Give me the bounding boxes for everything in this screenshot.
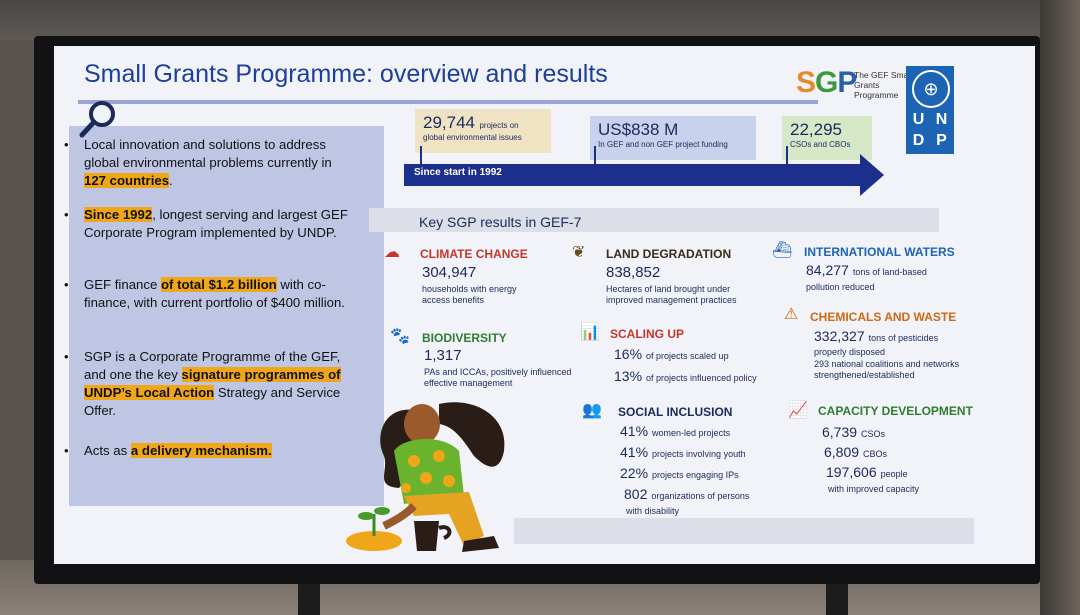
timeline-tick: [786, 146, 788, 168]
biodiversity-title: BIODIVERSITY: [422, 331, 507, 345]
bullet-item: • Acts as a delivery mechanism.: [64, 443, 272, 458]
capacity-development-row: 197,606 people: [826, 464, 908, 480]
stat-projects: 29,744 projects on global environmental …: [415, 109, 551, 153]
timeline-arrow-head: [860, 154, 884, 196]
climate-change-title: CLIMATE CHANGE: [420, 247, 528, 261]
bullet-item: • Local innovation and solutions to addre…: [64, 137, 332, 188]
sgp-logo: SGP: [796, 66, 857, 99]
capacity-development-row: 6,739 CSOs: [822, 424, 886, 440]
stat-csos: 22,295 CSOs and CBOs: [782, 116, 872, 160]
biodiversity-desc: PAs and ICCAs, positively influenced eff…: [424, 367, 572, 388]
bullet-item: • SGP is a Corporate Programme of the GEF…: [64, 349, 341, 418]
background-right: [1040, 0, 1080, 615]
stat-funding: US$838 M In GEF and non GEF project fund…: [590, 116, 756, 160]
social-inclusion-row: 22% projects engaging IPs: [620, 465, 739, 481]
social-inclusion-row: 41% projects involving youth: [620, 444, 746, 460]
presentation-slide: Small Grants Programme: overview and res…: [54, 46, 1035, 564]
scaling-up-row: 13% of projects influenced policy: [614, 368, 757, 384]
timeline-arrow: [404, 164, 862, 186]
cloud-lightning-icon: ☁: [384, 244, 400, 261]
ship-icon: ⛴: [772, 242, 793, 259]
scaling-up-title: SCALING UP: [610, 327, 685, 341]
climate-change-value: 304,947: [422, 264, 477, 281]
people-icon: 👥: [582, 402, 602, 419]
plant-hand-icon: ❦: [572, 244, 586, 261]
paw-icon: 🐾: [390, 328, 410, 345]
overview-panel: [69, 126, 384, 506]
magnifier-icon: [79, 101, 115, 138]
scaling-up-row: 16% of projects scaled up: [614, 346, 729, 362]
sgp-subtitle: The GEF Small Grants Programme: [854, 70, 913, 100]
international-waters-value: 84,277 tons of land-based: [806, 262, 927, 278]
bullet-item: • GEF finance of total $1.2 billion with …: [64, 277, 345, 310]
chemicals-waste-value: 332,327 tons of pesticides: [814, 328, 939, 344]
capacity-development-row: 6,809 CBOs: [824, 444, 888, 460]
slide-title: Small Grants Programme: overview and res…: [84, 60, 608, 88]
international-waters-desc: pollution reduced: [806, 282, 875, 292]
bullet-item: • Since 1992, longest serving and largest…: [64, 207, 348, 240]
chemicals-waste-title: CHEMICALS AND WASTE: [810, 310, 957, 324]
timeline-label: Since start in 1992: [414, 167, 502, 178]
title-underline: [78, 100, 818, 104]
bar-chart-icon: 📊: [580, 324, 600, 341]
chemicals-waste-desc: 293 national coalitions and networks str…: [814, 359, 960, 380]
chemicals-waste-desc: properly disposed: [814, 347, 886, 357]
capacity-development-tail: with improved capacity: [828, 484, 920, 494]
biodiversity-value: 1,317: [424, 347, 462, 364]
social-inclusion-row: 41% women-led projects: [620, 423, 731, 439]
hazard-icon: ⚠: [784, 306, 799, 323]
international-waters-title: INTERNATIONAL WATERS: [804, 245, 955, 259]
chart-growth-icon: 📈: [788, 402, 808, 419]
social-inclusion-row: 802 organizations of persons: [624, 486, 750, 502]
timeline-tick: [594, 146, 596, 168]
timeline-tick: [420, 146, 422, 168]
climate-change-desc: households with energy access benefits: [422, 284, 517, 305]
key-results-bar: [369, 208, 939, 232]
social-inclusion-tail: with disability: [626, 506, 680, 516]
land-degradation-title: LAND DEGRADATION: [606, 247, 732, 261]
land-degradation-value: 838,852: [606, 264, 661, 281]
key-results-title: Key SGP results in GEF-7: [419, 214, 582, 230]
social-inclusion-title: SOCIAL INCLUSION: [618, 405, 733, 419]
capacity-development-title: CAPACITY DEVELOPMENT: [818, 404, 973, 418]
woman-planting-illustration: [346, 402, 505, 552]
land-degradation-desc: Hectares of land brought under improved …: [606, 284, 737, 305]
bottom-bar: [514, 518, 974, 544]
un-emblem-icon: ⊕: [912, 70, 950, 108]
background-wall: [0, 0, 1080, 40]
